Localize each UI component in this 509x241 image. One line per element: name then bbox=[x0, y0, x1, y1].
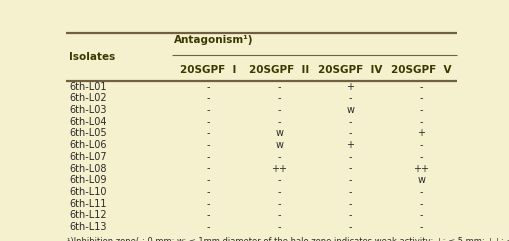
Text: -: - bbox=[206, 152, 209, 162]
Text: 6th-L03: 6th-L03 bbox=[69, 105, 106, 115]
Text: -: - bbox=[277, 210, 280, 220]
Text: 20SGPF  II: 20SGPF II bbox=[248, 65, 308, 75]
Text: -: - bbox=[419, 199, 422, 209]
Text: -: - bbox=[419, 187, 422, 197]
Text: -: - bbox=[419, 210, 422, 220]
Text: -: - bbox=[348, 94, 351, 103]
Text: -: - bbox=[206, 82, 209, 92]
Text: ¹)Inhibition zone(-; 0 mm; w: ≤ 1mm diameter of the halo zone indicates weak act: ¹)Inhibition zone(-; 0 mm; w: ≤ 1mm diam… bbox=[66, 237, 509, 241]
Text: -: - bbox=[419, 117, 422, 127]
Text: w: w bbox=[417, 175, 425, 185]
Text: 6th-L06: 6th-L06 bbox=[69, 140, 106, 150]
Text: -: - bbox=[206, 94, 209, 103]
Text: 6th-L12: 6th-L12 bbox=[69, 210, 106, 220]
Text: w: w bbox=[275, 128, 282, 139]
Text: 6th-L05: 6th-L05 bbox=[69, 128, 106, 139]
Text: -: - bbox=[348, 222, 351, 232]
Text: +: + bbox=[346, 82, 354, 92]
Text: 6th-L07: 6th-L07 bbox=[69, 152, 106, 162]
Text: ++: ++ bbox=[271, 164, 287, 174]
Text: -: - bbox=[277, 152, 280, 162]
Text: -: - bbox=[348, 152, 351, 162]
Text: 6th-L04: 6th-L04 bbox=[69, 117, 106, 127]
Text: -: - bbox=[277, 82, 280, 92]
Text: 6th-L10: 6th-L10 bbox=[69, 187, 106, 197]
Text: -: - bbox=[348, 210, 351, 220]
Text: 6th-L09: 6th-L09 bbox=[69, 175, 106, 185]
Text: ++: ++ bbox=[413, 164, 429, 174]
Text: 20SGPF  IV: 20SGPF IV bbox=[318, 65, 382, 75]
Text: -: - bbox=[206, 222, 209, 232]
Text: -: - bbox=[419, 222, 422, 232]
Text: Antagonism¹): Antagonism¹) bbox=[174, 35, 253, 45]
Text: -: - bbox=[206, 164, 209, 174]
Text: 6th-L02: 6th-L02 bbox=[69, 94, 106, 103]
Text: -: - bbox=[419, 105, 422, 115]
Text: -: - bbox=[206, 210, 209, 220]
Text: 6th-L01: 6th-L01 bbox=[69, 82, 106, 92]
Text: -: - bbox=[206, 175, 209, 185]
Text: -: - bbox=[348, 175, 351, 185]
Text: 6th-L11: 6th-L11 bbox=[69, 199, 106, 209]
Text: Isolates: Isolates bbox=[69, 52, 115, 62]
Text: 20SGPF  I: 20SGPF I bbox=[180, 65, 236, 75]
Text: +: + bbox=[417, 128, 425, 139]
Text: -: - bbox=[419, 152, 422, 162]
Text: -: - bbox=[419, 82, 422, 92]
Text: -: - bbox=[206, 105, 209, 115]
Text: w: w bbox=[275, 140, 282, 150]
Text: -: - bbox=[348, 199, 351, 209]
Text: -: - bbox=[206, 128, 209, 139]
Text: 6th-L08: 6th-L08 bbox=[69, 164, 106, 174]
Text: -: - bbox=[277, 175, 280, 185]
Text: -: - bbox=[277, 117, 280, 127]
Text: w: w bbox=[346, 105, 354, 115]
Text: -: - bbox=[277, 187, 280, 197]
Text: -: - bbox=[277, 222, 280, 232]
Text: -: - bbox=[419, 94, 422, 103]
Text: -: - bbox=[206, 140, 209, 150]
Text: -: - bbox=[348, 164, 351, 174]
Text: -: - bbox=[277, 105, 280, 115]
Text: +: + bbox=[346, 140, 354, 150]
Text: -: - bbox=[206, 117, 209, 127]
Text: 6th-L13: 6th-L13 bbox=[69, 222, 106, 232]
Text: -: - bbox=[419, 140, 422, 150]
Text: -: - bbox=[277, 94, 280, 103]
Text: -: - bbox=[277, 199, 280, 209]
Text: -: - bbox=[206, 199, 209, 209]
Text: -: - bbox=[348, 128, 351, 139]
Text: -: - bbox=[348, 187, 351, 197]
Text: -: - bbox=[348, 117, 351, 127]
Text: 20SGPF  V: 20SGPF V bbox=[390, 65, 451, 75]
Text: -: - bbox=[206, 187, 209, 197]
